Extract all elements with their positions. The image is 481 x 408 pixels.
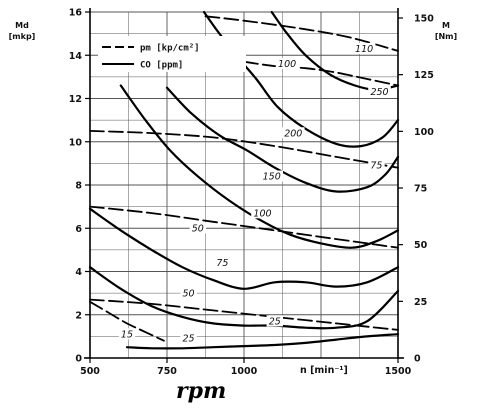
curve-label: 75 bbox=[216, 258, 228, 269]
y-tick-label-left: 2 bbox=[75, 310, 82, 321]
series-line-co-75 bbox=[88, 207, 400, 290]
y-tick-label-right: 0 bbox=[414, 354, 421, 365]
x-tick-label: 1500 bbox=[385, 366, 412, 377]
annotation-rpm: rpm bbox=[176, 378, 226, 404]
y-tick-label-right: 150 bbox=[414, 14, 434, 25]
y-tick-label-left: 16 bbox=[69, 8, 83, 19]
curve-label-bg bbox=[281, 127, 305, 139]
curve-label: 75 bbox=[370, 161, 382, 172]
curve-label: 15 bbox=[121, 329, 133, 340]
y-tick-label-left: 8 bbox=[75, 181, 82, 192]
curve-label: 25 bbox=[183, 334, 195, 345]
curve-label: 25 bbox=[269, 316, 281, 327]
legend-label: pm [kp/cm²] bbox=[140, 44, 200, 54]
series-line-pm-25 bbox=[89, 298, 399, 331]
y-tick-label-right: 125 bbox=[414, 70, 434, 81]
series-line-co-15 bbox=[89, 300, 165, 342]
y-axis-left-label-line: Md bbox=[15, 21, 29, 30]
curve-label-bg bbox=[275, 58, 299, 70]
curve-labels: 110 100 250 200 75 150 100 50 75 50 25 25 15 bbox=[118, 42, 391, 345]
curve-label: 50 bbox=[183, 288, 195, 299]
series-line-pm-100 bbox=[243, 60, 399, 87]
series-line-co-25 bbox=[125, 333, 400, 350]
y-axis-right-label: M [Nm] bbox=[435, 21, 457, 41]
legend-label: CO [ppm] bbox=[140, 61, 183, 71]
tick-labels: 0 2 4 6 8 10 12 14 16 0 25 50 75 100 125 150 500 750 1000 1… bbox=[69, 8, 434, 378]
y-axis-left-label-line: [mkp] bbox=[9, 32, 36, 41]
y-tick-label-right: 25 bbox=[414, 297, 427, 308]
curve-label-bg bbox=[214, 257, 231, 269]
series-line-pm-75 bbox=[89, 130, 399, 169]
curve-label: 150 bbox=[263, 172, 281, 183]
axes bbox=[84, 8, 404, 363]
curve-label-bg bbox=[368, 159, 385, 171]
y-tick-label-left: 6 bbox=[75, 224, 82, 235]
x-tick-label: 1000 bbox=[231, 366, 258, 377]
series-line-co-100 bbox=[119, 84, 400, 249]
curve-label-bg bbox=[180, 287, 197, 299]
curve-label: 110 bbox=[355, 44, 373, 55]
curve-label-bg bbox=[260, 170, 284, 182]
curve-label-bg bbox=[118, 328, 136, 340]
x-axis-label: n [min⁻¹] bbox=[300, 365, 348, 376]
legend: pm [kp/cm²] CO [ppm] bbox=[98, 36, 246, 72]
curve-label-bg bbox=[180, 332, 197, 344]
series-line-pm-110 bbox=[204, 15, 399, 52]
curve-label-bg bbox=[352, 42, 376, 54]
x-tick-label: 750 bbox=[157, 366, 177, 377]
curve-label: 50 bbox=[192, 223, 204, 234]
y-tick-label-right: 75 bbox=[414, 184, 427, 195]
series-line-co-150 bbox=[165, 86, 400, 193]
y-axis-left-label: Md [mkp] bbox=[9, 21, 36, 41]
series-line-pm-50 bbox=[89, 205, 399, 249]
y-axis-right-label-line: M bbox=[442, 21, 450, 30]
curve-label-bg bbox=[251, 207, 274, 219]
curve-label: 250 bbox=[370, 87, 388, 98]
x-tick-label: 500 bbox=[80, 366, 100, 377]
y-tick-label-left: 10 bbox=[69, 137, 83, 148]
curve-label-bg bbox=[189, 222, 206, 234]
y-axis-right-label-line: [Nm] bbox=[435, 32, 457, 41]
y-tick-label-left: 0 bbox=[75, 354, 82, 365]
curve-label: 200 bbox=[284, 128, 302, 139]
curve-label-bg bbox=[368, 86, 391, 98]
y-tick-label-right: 50 bbox=[414, 240, 428, 251]
y-tick-label-left: 4 bbox=[75, 267, 82, 278]
curve-label: 100 bbox=[253, 208, 271, 219]
y-tick-label-right: 100 bbox=[414, 127, 434, 138]
series-line-co-50 bbox=[88, 266, 400, 330]
legend-box bbox=[98, 36, 246, 72]
y-tick-label-left: 12 bbox=[69, 94, 82, 105]
curve-label-bg bbox=[266, 315, 283, 327]
curve-label: 100 bbox=[278, 59, 296, 70]
y-tick-label-left: 14 bbox=[69, 51, 83, 62]
